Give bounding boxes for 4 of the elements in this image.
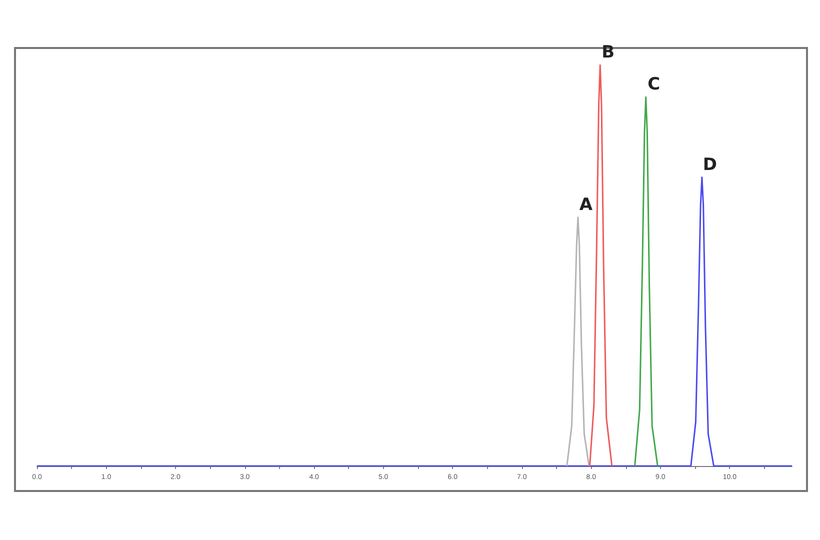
series-label: B bbox=[602, 42, 615, 62]
series-label: C bbox=[648, 74, 660, 95]
series-label: A bbox=[579, 194, 594, 215]
series-label: D bbox=[702, 154, 718, 175]
